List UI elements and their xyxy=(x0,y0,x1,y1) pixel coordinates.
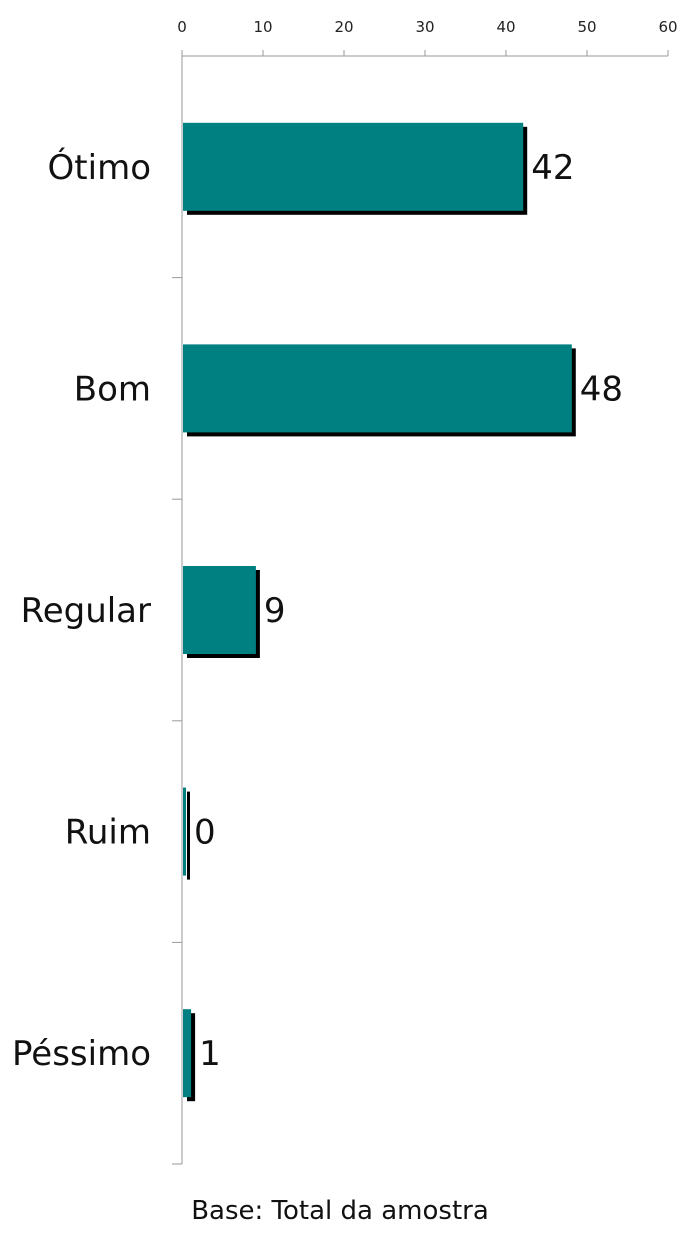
category-label: Péssimo xyxy=(12,1034,151,1074)
value-label: 1 xyxy=(199,1034,221,1074)
x-tick-label: 40 xyxy=(496,18,515,36)
bar-2 xyxy=(183,566,256,654)
x-tick-label: 30 xyxy=(415,18,434,36)
x-tick-label: 10 xyxy=(253,18,272,36)
category-label: Regular xyxy=(21,591,151,631)
x-tick-label: 20 xyxy=(334,18,353,36)
x-tick-label: 60 xyxy=(658,18,677,36)
category-label: Bom xyxy=(74,369,151,409)
bar-shadow xyxy=(187,791,190,880)
bar-chart: 0 10 20 30 40 50 60 42 48 9 0 1 Ótimo Bom Regular Rui… xyxy=(12,18,678,1165)
value-label: 9 xyxy=(264,591,286,631)
x-tick-label: 50 xyxy=(577,18,596,36)
y-axis xyxy=(172,56,183,1165)
bar-4 xyxy=(183,1009,192,1098)
bars: 42 48 9 0 1 xyxy=(183,122,623,1102)
x-tick-label: 0 xyxy=(177,18,187,36)
category-label: Ótimo xyxy=(48,147,151,188)
bar-0 xyxy=(183,122,524,211)
x-axis: 0 10 20 30 40 50 60 xyxy=(177,18,678,57)
value-label: 0 xyxy=(194,813,216,853)
category-labels: Ótimo Bom Regular Ruim Péssimo xyxy=(12,147,151,1074)
bar-1 xyxy=(183,344,572,433)
value-label: 48 xyxy=(580,369,623,409)
footnote: Base: Total da amostra xyxy=(191,1196,489,1226)
value-label: 42 xyxy=(531,148,574,188)
category-label: Ruim xyxy=(65,813,151,853)
bar-3 xyxy=(183,787,186,876)
